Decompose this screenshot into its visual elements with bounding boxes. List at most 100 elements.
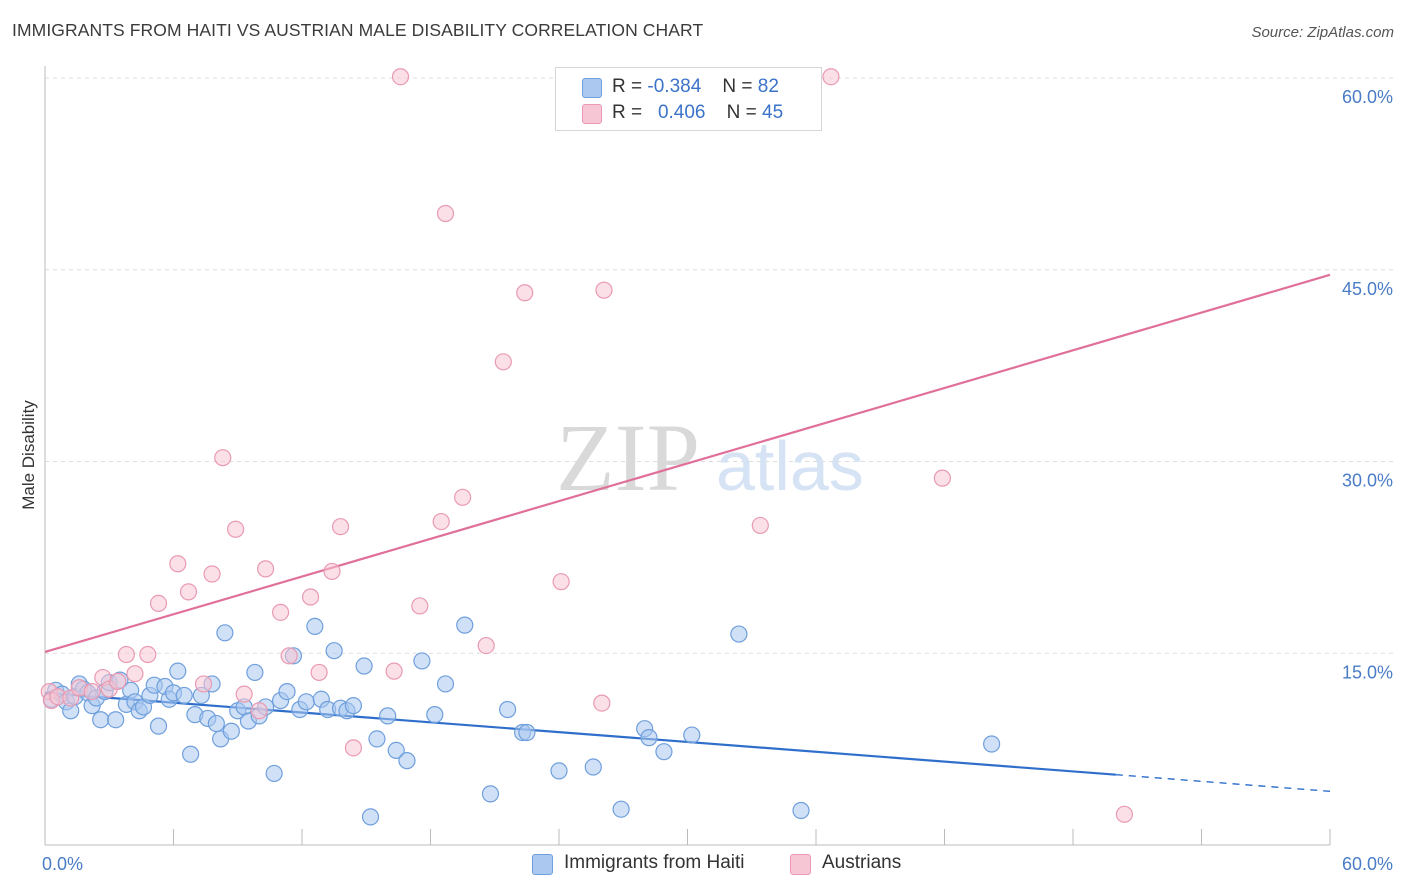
austrians-point bbox=[323, 562, 341, 581]
y-tick-labels: 15.0% 30.0% 45.0% 60.0% bbox=[1342, 87, 1393, 682]
y-axis-label: Male Disability bbox=[19, 400, 38, 510]
haiti-point bbox=[683, 726, 701, 744]
haiti-point bbox=[612, 800, 630, 818]
austrians-point bbox=[595, 281, 613, 299]
austrians-point bbox=[117, 645, 135, 664]
austrians-point bbox=[751, 516, 769, 535]
legend-label-austrians: Austrians bbox=[822, 852, 902, 873]
haiti-point bbox=[792, 801, 810, 820]
haiti-point bbox=[640, 729, 658, 747]
austrians-point bbox=[454, 488, 472, 506]
austrians-point bbox=[385, 662, 403, 680]
haiti-point bbox=[379, 707, 397, 725]
haiti-point bbox=[149, 717, 168, 735]
haiti-point bbox=[175, 686, 193, 705]
haiti-point bbox=[436, 675, 455, 693]
x-tick-label: 0.0% bbox=[42, 854, 83, 874]
chart-title: IMMIGRANTS FROM HAITI VS AUSTRIAN MALE D… bbox=[12, 20, 704, 40]
haiti-point bbox=[499, 700, 517, 719]
grid-lines bbox=[45, 77, 1395, 654]
austrians-point bbox=[214, 449, 232, 467]
haiti-point bbox=[730, 625, 748, 643]
legend-label-haiti: Immigrants from Haiti bbox=[564, 852, 745, 873]
haiti-point bbox=[325, 642, 343, 660]
haiti-point bbox=[92, 711, 110, 729]
austrians-point bbox=[436, 204, 455, 223]
austrians-point bbox=[83, 682, 101, 701]
austrians-point bbox=[822, 68, 840, 86]
axes bbox=[44, 66, 1331, 846]
austrians-point bbox=[411, 597, 429, 615]
haiti-point bbox=[207, 714, 225, 733]
trend-lines bbox=[44, 273, 1331, 793]
haiti-point bbox=[107, 711, 125, 729]
r-label: R = bbox=[612, 76, 643, 97]
austrians-point bbox=[235, 685, 253, 703]
haiti-point bbox=[278, 682, 296, 701]
austrians-point bbox=[179, 583, 198, 601]
haiti-point bbox=[550, 762, 568, 780]
r-label: R = bbox=[612, 102, 643, 123]
austrians-point bbox=[271, 603, 290, 621]
austrians-point bbox=[126, 665, 144, 683]
n-value-haiti: 82 bbox=[757, 76, 779, 97]
austrians-point bbox=[194, 675, 213, 693]
haiti-trend-extension bbox=[1115, 773, 1331, 793]
haiti-point bbox=[265, 764, 283, 783]
n-label: N = bbox=[726, 102, 757, 123]
n-value-austrians: 45 bbox=[762, 102, 784, 123]
haiti-point bbox=[584, 758, 602, 776]
haiti-point bbox=[481, 785, 500, 803]
austrians-point bbox=[331, 518, 350, 536]
haiti-point bbox=[222, 722, 240, 740]
haiti-point bbox=[368, 730, 386, 748]
y-tick-label: 15.0% bbox=[1342, 662, 1393, 682]
austrians-point bbox=[552, 573, 570, 591]
austrians-point bbox=[310, 663, 328, 682]
haiti-point bbox=[426, 706, 444, 724]
haiti-point bbox=[655, 743, 673, 761]
haiti-point bbox=[306, 617, 324, 636]
n-label: N = bbox=[722, 76, 753, 97]
data-points bbox=[40, 68, 1134, 826]
haiti-point bbox=[216, 624, 234, 642]
watermark-zip: ZIP bbox=[556, 404, 700, 511]
r-value-haiti: -0.384 bbox=[647, 76, 702, 97]
x-tick-label: 60.0% bbox=[1342, 854, 1393, 874]
austrians-point bbox=[250, 702, 268, 720]
austrians-trend-line bbox=[44, 273, 1331, 654]
haiti-point bbox=[387, 741, 405, 760]
haiti-point bbox=[398, 752, 416, 770]
austrians-point bbox=[149, 594, 168, 612]
austrians-point bbox=[1115, 805, 1134, 823]
haiti-point bbox=[983, 735, 1001, 753]
haiti-point bbox=[182, 745, 200, 763]
watermark-atlas: atlas bbox=[716, 427, 864, 505]
haiti-trend-line bbox=[44, 691, 1116, 776]
haiti-point bbox=[355, 657, 373, 675]
y-tick-label: 60.0% bbox=[1342, 87, 1393, 107]
haiti-swatch bbox=[582, 78, 602, 98]
austrians-point bbox=[169, 555, 187, 573]
haiti-point bbox=[413, 652, 431, 670]
haiti-point bbox=[361, 808, 380, 826]
austrians-point bbox=[227, 520, 245, 538]
austrians-point bbox=[301, 588, 320, 606]
haiti-point bbox=[246, 663, 264, 682]
austrians-point bbox=[391, 68, 410, 86]
y-tick-label: 30.0% bbox=[1342, 471, 1393, 491]
austrians-swatch bbox=[790, 854, 811, 875]
austrians-swatch bbox=[582, 104, 602, 124]
haiti-point bbox=[344, 697, 362, 715]
haiti-swatch bbox=[532, 854, 553, 875]
haiti-point bbox=[169, 662, 187, 680]
y-tick-label: 45.0% bbox=[1342, 279, 1393, 299]
austrians-point bbox=[477, 636, 495, 655]
austrians-point bbox=[933, 469, 951, 487]
correlation-legend: R = -0.384 N = 82 R = 0.406 N = 45 bbox=[555, 67, 822, 131]
haiti-point bbox=[456, 616, 474, 634]
austrians-point bbox=[203, 565, 221, 583]
source-label: Source: ZipAtlas.com bbox=[1251, 24, 1394, 41]
austrians-point bbox=[494, 353, 512, 371]
